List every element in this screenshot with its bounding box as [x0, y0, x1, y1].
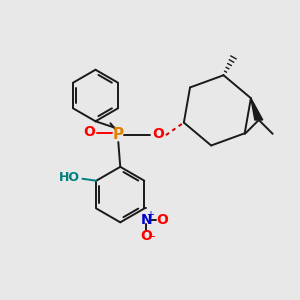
Text: O: O — [140, 229, 152, 243]
Text: P: P — [113, 127, 124, 142]
Text: O: O — [156, 213, 168, 227]
Text: -: - — [150, 230, 154, 243]
Text: +: + — [146, 210, 154, 220]
Text: N: N — [140, 213, 152, 227]
Text: O: O — [152, 127, 164, 141]
Text: HO: HO — [59, 171, 80, 184]
Text: O: O — [84, 125, 95, 139]
Polygon shape — [251, 98, 263, 120]
